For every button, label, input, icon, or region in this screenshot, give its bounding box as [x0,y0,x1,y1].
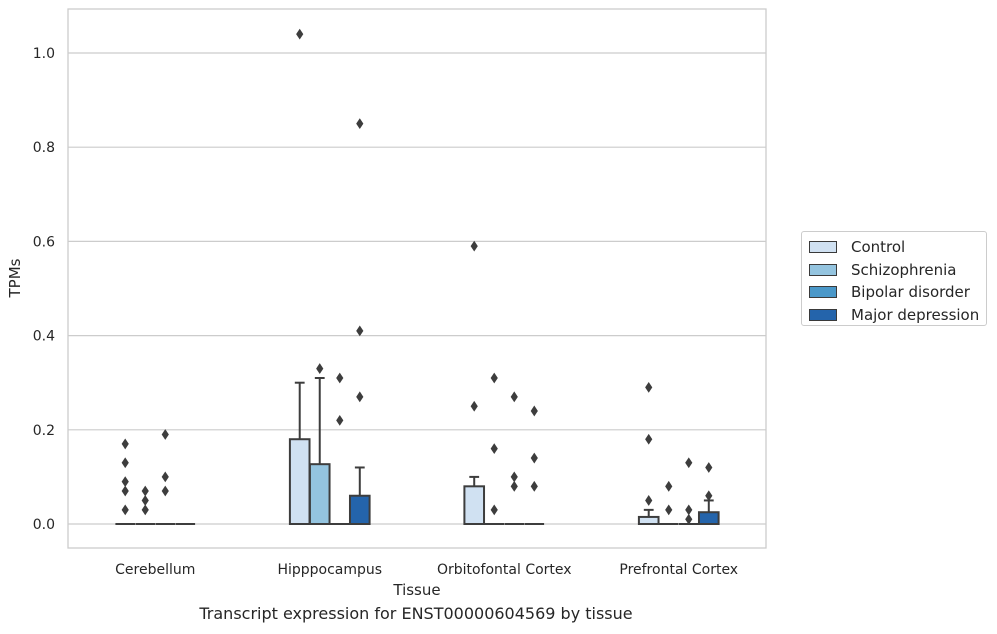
outlier-point [530,480,538,492]
legend-item: Schizophrenia [809,259,986,282]
box-2-2 [504,391,525,525]
outlier-point [645,495,653,506]
legend-item: Major depression [809,304,986,327]
legend-swatch [809,286,837,299]
outlier-point [490,504,498,516]
outlier-point [645,433,653,445]
outlier-point [356,391,364,403]
y-tick-labels: 0.0 0.2 0.4 0.6 0.8 1.0 [33,46,55,533]
box-1-0 [288,28,311,525]
outlier-point [121,438,129,450]
plot-frame [67,8,767,549]
box-2-1 [484,372,505,525]
outlier-point [470,240,478,252]
outlier-point [510,391,518,403]
outlier-point [665,504,673,516]
legend-item: Bipolar disorder [809,281,986,304]
outlier-point [356,325,364,337]
box-body [697,511,720,525]
outlier-point [685,457,693,469]
y-tick-label: 1.0 [33,46,55,62]
legend-label: Control [851,238,906,257]
box-body [288,438,311,525]
box-3-2 [678,457,699,525]
x-tick-label: Prefrontal Cortex [619,562,738,578]
box-body [637,515,660,525]
legend-label: Bipolar disorder [851,283,970,302]
box-3-3 [697,462,720,525]
chart-legend: Control Schizophrenia Bipolar disorder Majo… [801,231,987,326]
x-tick-label: Cerebellum [115,562,195,578]
outlier-point [645,382,653,393]
outlier-point [121,504,129,516]
box-2-0 [463,240,486,526]
outlier-point [336,372,344,384]
box-body [463,485,486,526]
outlier-point [121,457,129,469]
y-tick-label: 0.0 [33,517,55,533]
legend-label: Schizophrenia [851,260,957,279]
legend-swatch [809,308,837,321]
y-tick-label: 0.4 [33,329,55,345]
outlier-point [665,480,673,492]
outlier-point [685,513,693,525]
y-axis-label: TPMs [6,258,24,298]
outlier-point [121,485,129,497]
box-0-1 [135,485,156,525]
y-tick-label: 0.8 [33,140,55,156]
legend-swatch [809,263,837,276]
outlier-point [470,400,478,412]
outlier-point [685,504,693,516]
outlier-point [296,28,304,40]
figure-caption: Transcript expression for ENST0000060456… [199,604,633,623]
outlier-point [161,429,169,440]
box-1-1 [308,363,331,526]
box-plots [115,28,720,526]
box-3-1 [658,480,679,525]
legend-label: Major depression [851,305,980,324]
outlier-point [705,490,713,502]
box-body [348,494,371,525]
outlier-point [490,443,498,455]
outlier-point [490,372,498,384]
box-body [308,463,331,526]
legend-swatch [809,241,837,254]
x-tick-label: Hipppocampus [277,562,382,578]
outlier-point [510,471,518,483]
outlier-point [356,118,364,130]
y-gridlines [68,52,766,525]
outlier-point [530,452,538,464]
box-2-3 [524,405,545,525]
outlier-point [141,495,149,506]
outlier-point [141,485,149,497]
box-0-0 [115,438,136,525]
box-0-2 [155,429,176,525]
outlier-point [705,462,713,473]
x-tick-labels: Cerebellum Hipppocampus Orbitofontal Corte… [115,562,738,578]
box-1-2 [329,372,350,525]
y-tick-label: 0.2 [33,423,55,439]
y-tick-label: 0.6 [33,234,55,250]
box-3-0 [637,382,660,525]
outlier-point [336,414,344,426]
outlier-point [161,485,169,497]
x-tick-label: Orbitofontal Cortex [437,562,572,578]
outlier-point [510,480,518,492]
legend-item: Control [809,236,986,259]
outlier-point [316,363,324,374]
outlier-point [141,504,149,516]
box-1-3 [348,118,371,525]
outlier-point [121,476,129,488]
x-axis-label: Tissue [392,581,440,599]
outlier-point [161,471,169,483]
outlier-point [530,405,538,417]
